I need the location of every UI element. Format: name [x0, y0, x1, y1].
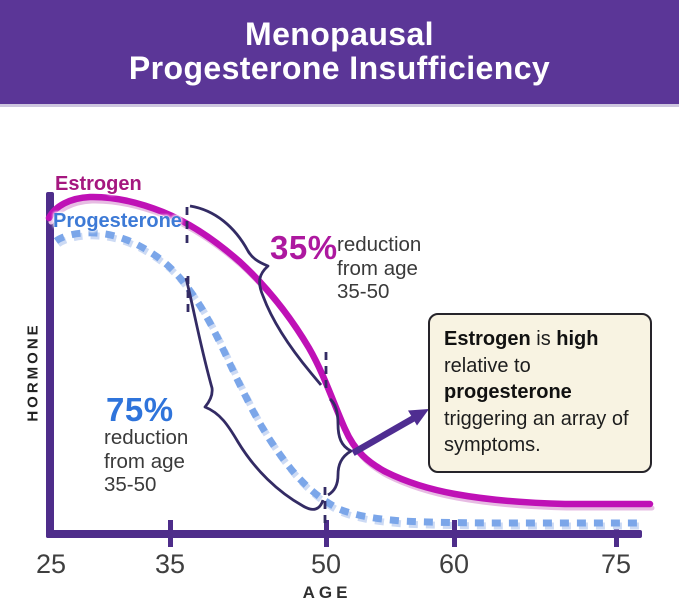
x-tick-label-50: 50 [310, 549, 342, 579]
progesterone-curve [53, 229, 638, 527]
progesterone-reduction-line3: 35-50 [104, 473, 157, 496]
estrogen-reduction-percent: 35% [270, 229, 338, 266]
estrogen-reduction-text: reduction from age 35-50 [337, 233, 421, 304]
estrogen-curve [45, 193, 654, 508]
callout-bold-high: high [556, 328, 599, 350]
estrogen-reduction-line3: 35-50 [337, 280, 390, 303]
callout-mid-2: relative to [444, 354, 531, 377]
callout-mid-1: is [530, 328, 557, 350]
estrogen-reduction-line2: from age [337, 256, 418, 280]
progesterone-reduction-line1: reduction [104, 426, 189, 449]
tick-60 [452, 520, 457, 547]
title-banner: Menopausal Progesterone Insufficiency [0, 0, 679, 107]
brace-75-path [184, 277, 325, 511]
tick-50 [324, 520, 329, 547]
brace-35-path [189, 204, 323, 386]
estrogen-reduction-line1: reduction [337, 233, 422, 256]
title-line-2: Progesterone Insufficiency [128, 50, 551, 86]
tick-35 [168, 520, 173, 547]
brace-35-percent [185, 204, 328, 388]
brace-75-percent [184, 276, 327, 529]
symptoms-callout-box: Estrogen is high relative to progesteron… [428, 313, 652, 473]
callout-bold-estrogen: Estrogen [444, 328, 531, 350]
x-tick-label-25: 25 [35, 549, 67, 579]
tick-75 [614, 520, 619, 547]
progesterone-reduction-percent: 75% [106, 391, 174, 428]
x-tick-label-75: 75 [600, 549, 632, 579]
callout-tail: triggering an array of symptoms. [444, 407, 629, 457]
page-title: Menopausal Progesterone Insufficiency [128, 16, 551, 86]
gap-brace [327, 397, 353, 497]
title-line-1: Menopausal [245, 16, 434, 53]
y-axis-line [46, 192, 54, 538]
callout-arrow [351, 409, 429, 456]
estrogen-label: Estrogen [55, 173, 142, 195]
callout-arrow-shaft [351, 415, 416, 456]
callout-arrowhead-icon [408, 409, 429, 426]
progesterone-reduction-line2: from age [104, 449, 185, 473]
x-axis-title: AGE [302, 583, 352, 602]
y-axis-title: HORMONE [24, 322, 42, 422]
progesterone-label: Progesterone [53, 210, 182, 232]
x-tick-label-35: 35 [154, 549, 186, 579]
x-axis-line [46, 530, 642, 538]
progesterone-reduction-text: reduction from age 35-50 [104, 426, 188, 497]
x-axis-ticks [168, 520, 619, 547]
x-tick-label-60: 60 [438, 549, 470, 579]
callout-bold-progesterone: progesterone [444, 381, 572, 403]
